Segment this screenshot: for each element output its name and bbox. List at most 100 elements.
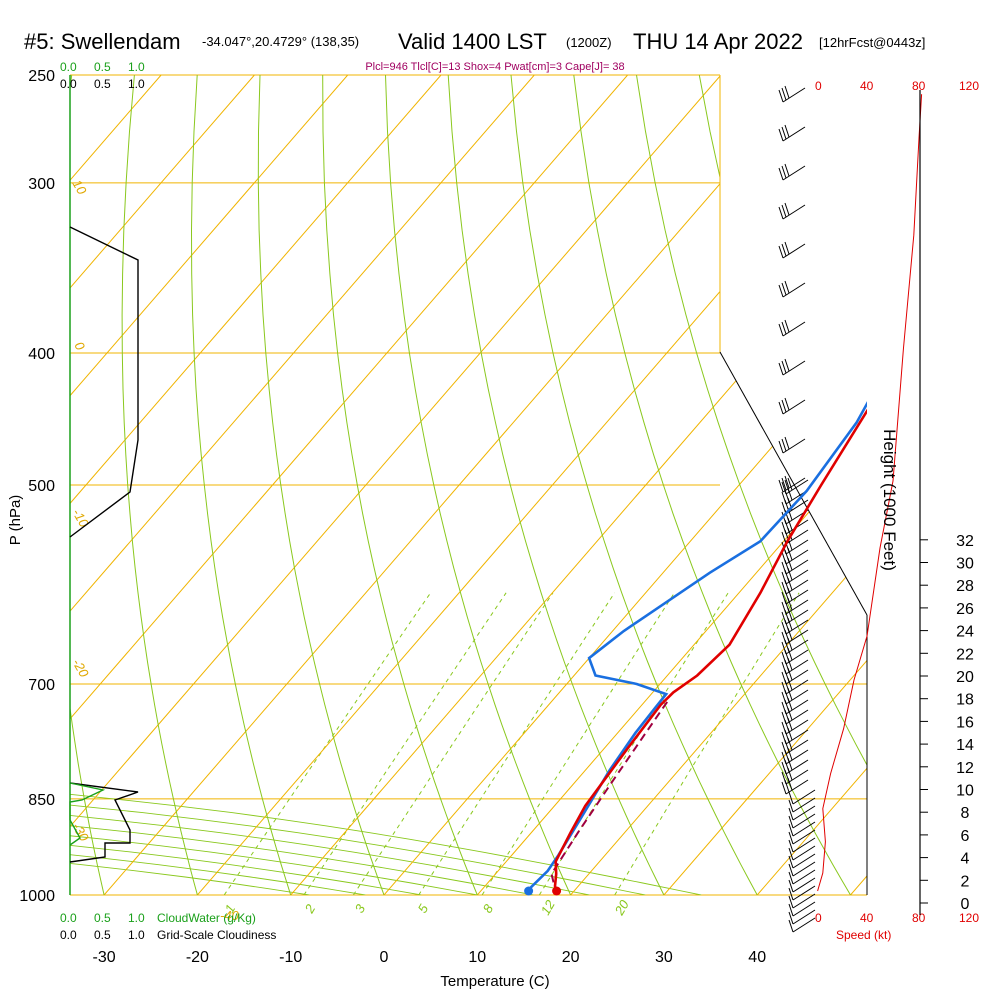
height-tick-4: 4 [961,851,970,868]
wind-barb-flag [784,358,790,372]
speed-top-tick-0: 0 [815,79,822,93]
dry-adiabat [190,75,292,895]
wind-barb-flag [784,124,790,138]
cloudwater-profile [69,782,106,846]
wind-barb [792,893,816,909]
wind-barb-flag [787,557,793,571]
speed-top-tick-40: 40 [860,79,874,93]
height-tick-10: 10 [956,783,974,800]
wind-barb-flag [788,919,794,933]
wind-barb [782,243,806,259]
temperature-axis-label: Temperature (C) [440,973,549,990]
isotherm--80 [70,75,349,397]
wind-panel-slant [719,351,868,616]
dry-adiabat [636,75,867,767]
isotherm--70 [70,75,442,505]
wind-barb-flag [784,85,790,99]
cloudwater-label: CloudWater (g/Kg) [157,911,256,925]
dry-adiabat [573,75,851,895]
height-tick-20: 20 [956,669,974,686]
station-name: #5: Swellendam [24,29,181,54]
wind-barb [792,789,816,805]
wind-barb-flag [788,863,794,877]
wind-barb-flag [788,815,794,829]
wind-barb-flag [784,241,790,255]
wind-barb-flag [778,167,784,181]
wind-barb-flag [781,399,787,413]
wind-barb-flag [781,87,787,101]
mixing-ratio-5 [418,592,616,895]
wind-barb-flag [787,707,793,721]
dry-adiabat [70,75,105,895]
wind-barb-flag [778,440,784,454]
mixing-label-5: 5 [415,901,432,915]
height-tick-6: 6 [961,828,970,845]
wind-barb-flag [781,360,787,374]
wind-barb-flag [778,479,784,493]
wind-barb-flag [784,202,790,216]
isotherm--60 [70,75,535,612]
wind-barb-flag [787,627,793,641]
wind-barb [792,917,816,933]
isotherm--40 [70,75,722,828]
wind-barb-flag [788,887,794,901]
parcel-trace [550,700,669,895]
wind-speed-profile [817,94,923,892]
temperature-tick-30: 30 [655,949,673,966]
wind-barb-flag [784,319,790,333]
wind-barb-flag [788,871,794,885]
cloud-bottom-black-0: 0.0 [60,928,77,942]
isotherm-label-minus40: -40 [220,908,240,923]
isotherm--30 [103,75,815,895]
isotherm-label-10: 10 [69,177,90,198]
wind-barb [782,165,806,181]
wind-barb-flag [787,607,793,621]
temperature-axis: -30 -20 -10 0 10 20 30 40 [93,949,767,966]
wind-barb [782,360,806,376]
wind-barb-flag [787,647,793,661]
dry-adiabat [257,75,385,895]
wind-barb-flag [784,163,790,177]
moist-adiabat [70,804,646,895]
wind-barb [792,853,816,869]
speed-bottom-tick-120: 120 [959,911,979,925]
height-tick-0: 0 [961,896,970,913]
isotherm--10 [290,228,867,895]
speed-axis-label: Speed (kt) [836,928,891,942]
forecast-info: [12hrFcst@0443z] [819,35,925,50]
wind-barb-flag [787,687,793,701]
wind-barb-flag [781,438,787,452]
height-tick-26: 26 [956,601,974,618]
moist-adiabat-lines [70,793,702,895]
mixing-label-2: 2 [301,901,318,916]
wind-barb-flag [784,397,790,411]
isobar-lines [70,74,867,896]
wind-barb [792,805,816,821]
wind-barb-flag [781,204,787,218]
wind-barb-flag [781,477,787,491]
pressure-tick-300: 300 [28,176,55,193]
wind-barb [792,845,816,861]
dry-adiabat [322,75,478,895]
temperature-tick-10: 10 [468,949,486,966]
wind-barb-flag [781,321,787,335]
wind-barb-flag [787,567,793,581]
cloud-top-green-0: 0.0 [60,60,77,74]
dry-adiabat [385,75,572,895]
valid-time: Valid 1400 LST [398,29,547,54]
wind-panel-mask [720,75,867,615]
cloud-bottom-black-1: 1.0 [128,928,145,942]
wind-barb-flag [784,280,790,294]
wind-barb-flag [787,757,793,771]
isotherm-label-minus20: -20 [69,656,92,680]
wind-barb-flag [787,697,793,711]
cloud-top-green-05: 0.5 [94,60,111,74]
wind-barb [785,779,809,795]
speed-top-tick-120: 120 [959,79,979,93]
cloudiness-profile-lower [69,782,139,863]
wind-barb [792,869,816,885]
temperature-tick-0: 0 [380,949,389,966]
wind-barb-flag [787,727,793,741]
wind-barb-flag [787,587,793,601]
mixing-ratio-lines [223,592,800,895]
